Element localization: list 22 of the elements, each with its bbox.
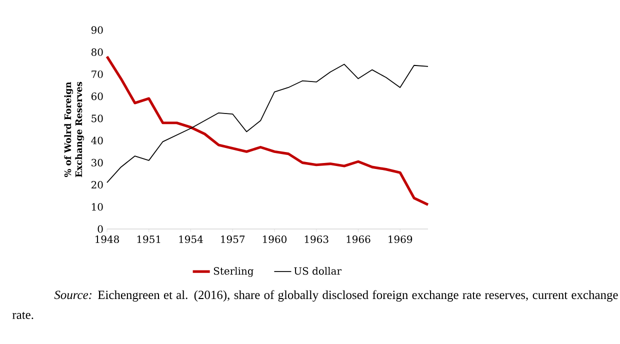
y-tick-label: 70	[92, 70, 103, 78]
x-tick-label: 1966	[346, 236, 370, 244]
x-tick-label: 1957	[221, 236, 245, 244]
x-tick-label: 1951	[137, 236, 160, 244]
y-tick-label: 80	[91, 48, 103, 56]
y-axis-title: % of Wolrd Foreign Exchange Reserves	[64, 82, 84, 178]
legend-label: Sterling	[214, 267, 254, 277]
x-tick-label: 1969	[388, 236, 412, 244]
y-tick-label: 30	[92, 158, 103, 166]
y-tick-label: 10	[92, 203, 103, 211]
y-tick-label: 0	[98, 225, 103, 233]
x-tick-label: 1948	[96, 236, 120, 244]
legend-label: US dollar	[294, 267, 342, 275]
text: Source: Eichengreen et al. (2016), share of globally disclosed foreign exchange rate reserves, current exchange rate.	[12, 290, 618, 320]
y-tick-label: 50	[92, 114, 103, 122]
y-tick-label: 20	[91, 181, 103, 189]
y-tick-label: 40	[91, 136, 103, 144]
x-tick-label: 1960	[263, 236, 286, 244]
y-tick-label: 60	[91, 92, 103, 100]
x-tick-label: 1954	[179, 236, 203, 244]
y-tick-label: 90	[91, 26, 103, 34]
x-tick-label: 1963	[304, 236, 328, 244]
